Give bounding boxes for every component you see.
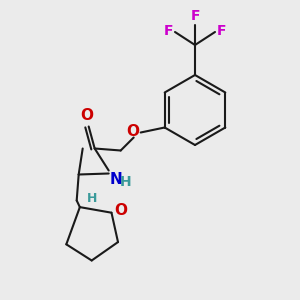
Text: F: F	[164, 24, 173, 38]
Text: O: O	[127, 124, 140, 139]
Text: O: O	[115, 203, 128, 218]
Text: F: F	[190, 9, 200, 23]
Text: N: N	[110, 172, 122, 188]
Text: F: F	[217, 24, 226, 38]
Text: H: H	[120, 175, 131, 188]
Text: O: O	[80, 109, 93, 124]
Text: H: H	[87, 192, 97, 205]
